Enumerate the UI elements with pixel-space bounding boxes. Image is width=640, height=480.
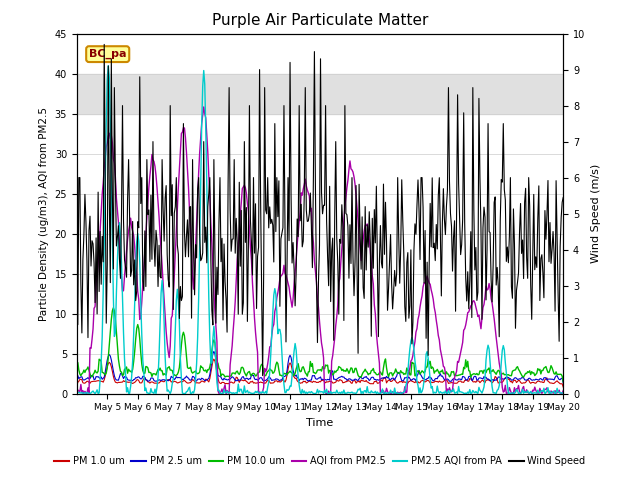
- Legend: PM 1.0 um, PM 2.5 um, PM 10.0 um, AQI from PM2.5, PM2.5 AQI from PA, Wind Speed: PM 1.0 um, PM 2.5 um, PM 10.0 um, AQI fr…: [51, 453, 589, 470]
- Bar: [77, 73, 563, 114]
- X-axis label: Time: Time: [307, 418, 333, 428]
- Title: Purple Air Particulate Matter: Purple Air Particulate Matter: [212, 13, 428, 28]
- Text: BC_pa: BC_pa: [89, 49, 127, 59]
- Y-axis label: Particle Density (ug/m3), AQI from PM2.5: Particle Density (ug/m3), AQI from PM2.5: [39, 107, 49, 321]
- Y-axis label: Wind Speed (m/s): Wind Speed (m/s): [591, 164, 601, 263]
